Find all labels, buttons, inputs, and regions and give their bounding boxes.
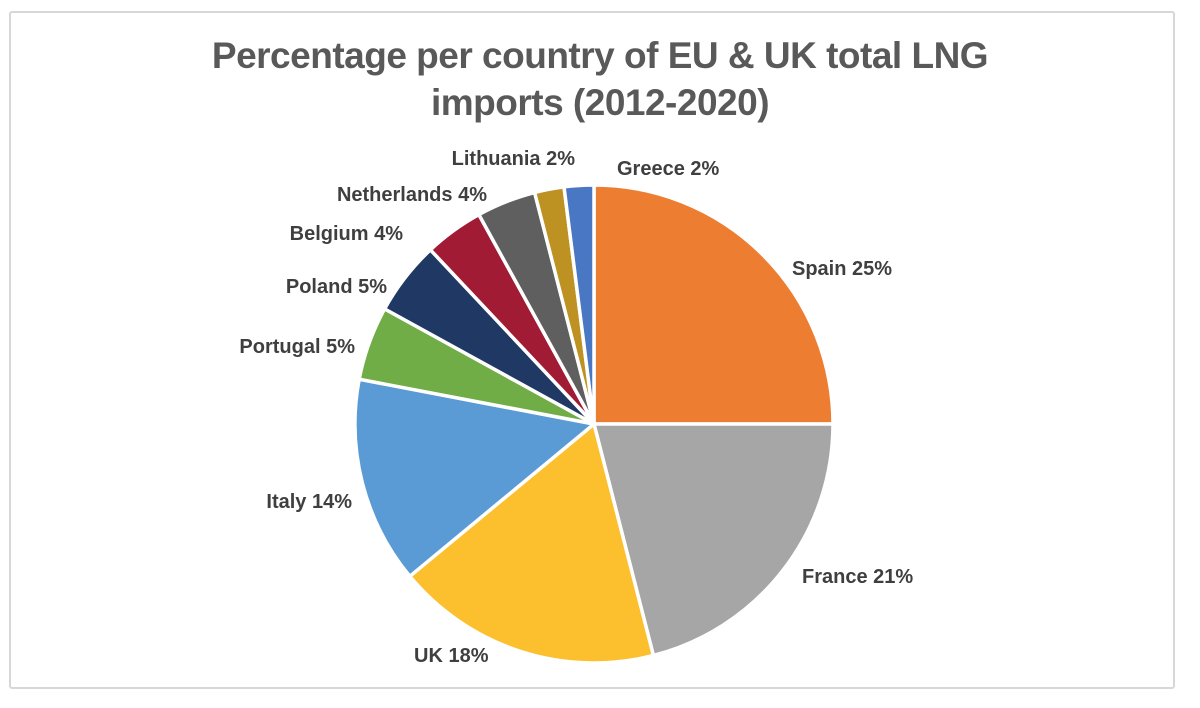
pie-slice-uk — [408, 422, 656, 665]
pie-slice-greece — [562, 183, 596, 426]
data-label-italy: Italy 14% — [266, 491, 352, 513]
pie-slice-france — [592, 422, 835, 658]
chart-title: Percentage per country of EU & UK total … — [211, 35, 989, 124]
pie-slice-spain — [592, 183, 835, 426]
data-label-portugal: Portugal 5% — [239, 336, 355, 358]
data-label-lithuania: Lithuania 2% — [452, 148, 576, 170]
data-label-belgium: Belgium 4% — [290, 223, 404, 245]
data-label-netherlands: Netherlands 4% — [337, 184, 487, 206]
data-label-poland: Poland 5% — [286, 276, 387, 298]
data-label-france: France 21% — [802, 566, 913, 588]
data-label-uk: UK 18% — [414, 645, 489, 667]
pie-slice-italy — [353, 377, 596, 579]
data-label-spain: Spain 25% — [792, 258, 892, 280]
data-label-greece: Greece 2% — [617, 158, 720, 180]
